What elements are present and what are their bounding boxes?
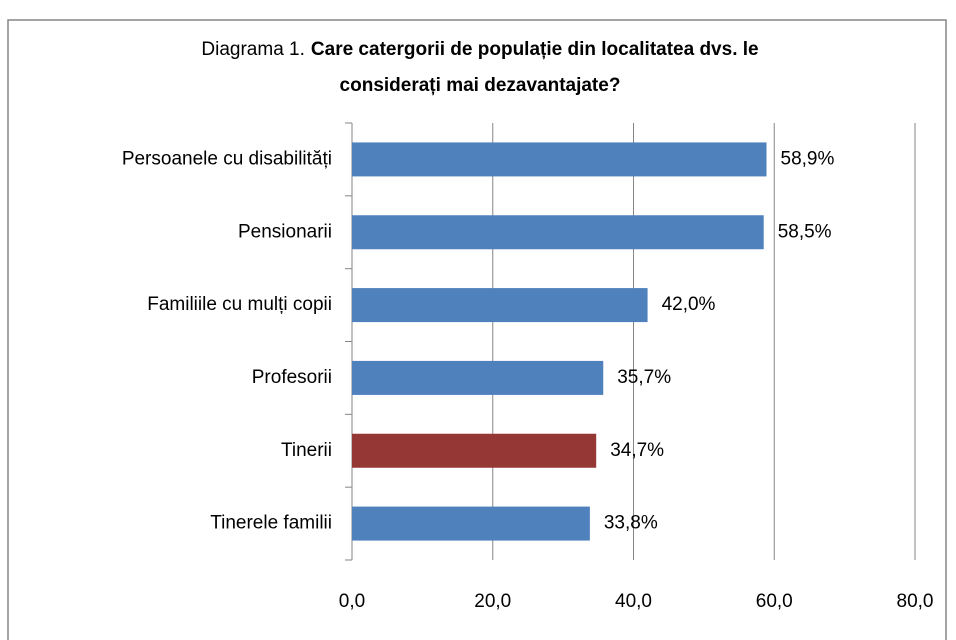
bar bbox=[352, 433, 597, 468]
x-tick-label: 40,0 bbox=[615, 591, 652, 612]
category-label: Pensionarii bbox=[238, 221, 332, 242]
x-tick-label: 0,0 bbox=[339, 591, 365, 612]
x-tick-label: 80,0 bbox=[897, 591, 934, 612]
x-tick-label: 60,0 bbox=[756, 591, 793, 612]
value-label: 35,7% bbox=[617, 367, 671, 388]
bar bbox=[352, 142, 767, 177]
bar bbox=[352, 360, 604, 395]
value-label: 58,5% bbox=[778, 221, 832, 242]
category-label: Familiile cu mulți copii bbox=[147, 294, 332, 315]
category-label: Profesorii bbox=[252, 367, 332, 388]
chart-title: Diagrama 1. Care catergorii de populație … bbox=[201, 39, 758, 60]
category-label: Tinerii bbox=[281, 440, 332, 461]
chart-frame bbox=[7, 19, 947, 640]
x-tick-label: 20,0 bbox=[474, 591, 511, 612]
category-label: Persoanele cu disabilități bbox=[122, 148, 332, 169]
value-label: 33,8% bbox=[604, 513, 658, 534]
bar bbox=[352, 288, 648, 323]
title-prefix: Diagrama 1. bbox=[201, 39, 305, 60]
value-label: 58,9% bbox=[781, 148, 835, 169]
value-label: 42,0% bbox=[662, 294, 716, 315]
bar bbox=[352, 506, 590, 541]
value-label: 34,7% bbox=[610, 440, 664, 461]
category-label: Tinerele familii bbox=[210, 513, 332, 534]
bar bbox=[352, 215, 764, 250]
title-question: Care catergorii de populație din localit… bbox=[311, 39, 759, 60]
chart-title-line: considerați mai dezavantajate? bbox=[340, 75, 621, 96]
